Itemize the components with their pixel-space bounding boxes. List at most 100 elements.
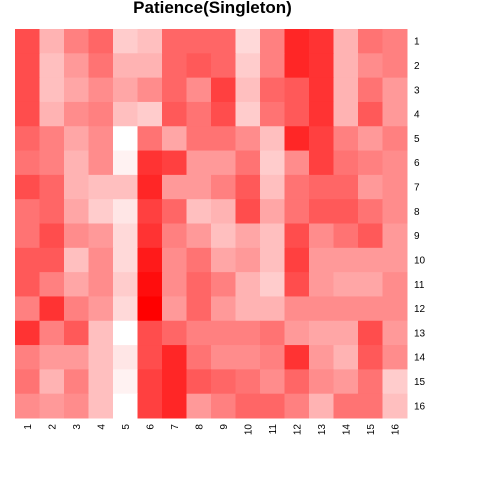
heatmap-cell — [358, 174, 383, 200]
heatmap-cell — [88, 296, 114, 322]
heatmap-cell — [88, 345, 114, 370]
heatmap-cell — [284, 53, 310, 79]
heatmap-cell — [186, 369, 212, 395]
heatmap-cell — [260, 345, 285, 370]
heatmap-cell — [284, 126, 310, 152]
heatmap-cell — [15, 223, 40, 249]
x-tick-label: 1 — [23, 424, 34, 430]
heatmap-cell — [113, 174, 138, 200]
heatmap-cell — [211, 29, 236, 54]
heatmap-cell — [186, 393, 212, 419]
heatmap-cell — [309, 296, 334, 322]
heatmap-cell — [186, 247, 212, 273]
heatmap-cell — [186, 345, 212, 370]
heatmap-cell — [64, 77, 89, 103]
x-tick-label: 5 — [121, 424, 132, 430]
heatmap-cell — [333, 126, 359, 152]
heatmap-cell — [382, 77, 408, 103]
heatmap-cell — [137, 53, 163, 79]
heatmap-cell — [260, 29, 285, 54]
heatmap-cell — [162, 53, 187, 79]
heatmap-cell — [333, 174, 359, 200]
heatmap-cell — [162, 272, 187, 297]
heatmap-cell — [211, 296, 236, 322]
heatmap-cell — [39, 272, 65, 297]
heatmap-cell — [284, 369, 310, 395]
heatmap-cell — [382, 296, 408, 322]
heatmap-cell — [235, 369, 261, 395]
heatmap-cell — [162, 393, 187, 419]
y-tick-label: 5 — [414, 134, 420, 145]
heatmap-cell — [260, 223, 285, 249]
heatmap-cell — [186, 101, 212, 127]
heatmap-cell — [15, 296, 40, 322]
heatmap-cell — [260, 199, 285, 224]
heatmap-cell — [88, 247, 114, 273]
heatmap-cell — [39, 345, 65, 370]
y-tick-label: 11 — [414, 280, 425, 291]
heatmap-cell — [260, 393, 285, 419]
heatmap-cell — [309, 77, 334, 103]
heatmap-cell — [15, 150, 40, 176]
heatmap-cell — [162, 223, 187, 249]
y-tick-label: 14 — [414, 353, 426, 364]
heatmap-cell — [137, 320, 163, 346]
heatmap-cell — [309, 369, 334, 395]
heatmap-cell — [211, 272, 236, 297]
heatmap-cell — [211, 199, 236, 224]
heatmap-cell — [15, 174, 40, 200]
heatmap-cell — [284, 29, 310, 54]
heatmap-cell — [137, 345, 163, 370]
heatmap-cell — [358, 53, 383, 79]
x-tick-label: 9 — [219, 424, 230, 430]
heatmap-cell — [15, 320, 40, 346]
heatmap-cell — [113, 296, 138, 322]
x-tick-label: 15 — [366, 424, 377, 436]
heatmap-cell — [309, 223, 334, 249]
heatmap-cell — [113, 369, 138, 395]
heatmap-cell — [382, 223, 408, 249]
heatmap-cells — [15, 29, 408, 419]
heatmap-cell — [382, 199, 408, 224]
heatmap-cell — [137, 199, 163, 224]
heatmap-cell — [333, 272, 359, 297]
heatmap-cell — [64, 29, 89, 54]
x-tick-label: 2 — [47, 424, 58, 430]
heatmap-cell — [162, 320, 187, 346]
x-tick-label: 10 — [243, 424, 254, 436]
heatmap-cell — [211, 174, 236, 200]
heatmap-cell — [162, 296, 187, 322]
heatmap-cell — [137, 223, 163, 249]
heatmap-cell — [211, 247, 236, 273]
heatmap-cell — [309, 345, 334, 370]
heatmap-cell — [113, 272, 138, 297]
heatmap-cell — [382, 101, 408, 127]
heatmap-cell — [382, 320, 408, 346]
heatmap-cell — [15, 29, 40, 54]
heatmap-cell — [186, 53, 212, 79]
heatmap-cell — [284, 77, 310, 103]
heatmap-cell — [64, 150, 89, 176]
heatmap-cell — [39, 126, 65, 152]
heatmap-cell — [284, 296, 310, 322]
heatmap-cell — [358, 296, 383, 322]
heatmap-cell — [39, 29, 65, 54]
heatmap-cell — [137, 101, 163, 127]
heatmap-cell — [64, 53, 89, 79]
heatmap-cell — [88, 174, 114, 200]
heatmap-cell — [235, 320, 261, 346]
x-tick-label: 6 — [145, 424, 156, 430]
heatmap-cell — [88, 320, 114, 346]
heatmap-cell — [113, 393, 138, 419]
heatmap-cell — [137, 150, 163, 176]
heatmap-cell — [382, 150, 408, 176]
heatmap-cell — [260, 101, 285, 127]
heatmap-cell — [211, 126, 236, 152]
heatmap-cell — [113, 126, 138, 152]
heatmap-cell — [260, 53, 285, 79]
heatmap-cell — [211, 101, 236, 127]
heatmap-cell — [137, 29, 163, 54]
heatmap-cell — [284, 101, 310, 127]
heatmap-cell — [15, 77, 40, 103]
y-tick-label: 9 — [414, 231, 420, 242]
